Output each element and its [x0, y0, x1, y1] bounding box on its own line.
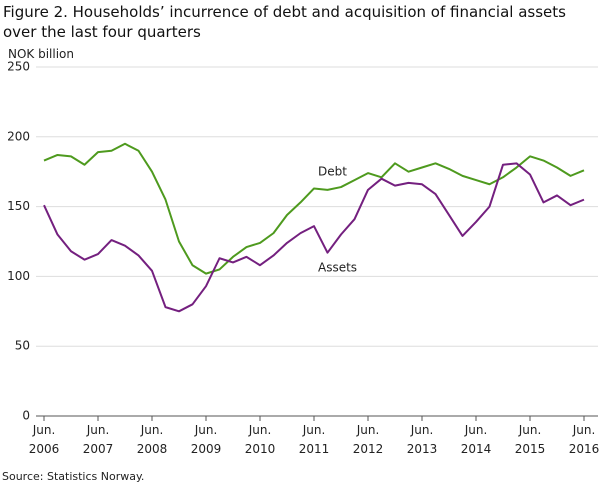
- x-tick-label: Jun. 2011: [298, 423, 330, 456]
- y-tick-label: 150: [7, 199, 30, 213]
- series-line: [43, 142, 585, 275]
- y-tick-label: 100: [7, 269, 30, 283]
- y-tick-label: 250: [7, 60, 30, 74]
- series-label: Debt: [318, 165, 347, 179]
- source: Source: Statistics Norway.: [2, 470, 145, 483]
- y-tick-label: 0: [22, 409, 30, 423]
- y-axis-label: NOK billion: [8, 47, 75, 61]
- x-tick-label: Jun. 2012: [352, 423, 384, 456]
- x-tick-label: Jun. 2010: [244, 423, 276, 456]
- y-tick-label: 50: [15, 339, 30, 353]
- x-tick-label: Jun. 2008: [136, 423, 168, 456]
- series-line: [43, 162, 585, 313]
- x-tick-label: Jun. 2014: [460, 423, 492, 456]
- series-label: Assets: [318, 261, 357, 275]
- y-tick-label: 200: [7, 129, 30, 143]
- chart-title: Figure 2. Households’ incurrence of debt…: [3, 3, 566, 41]
- x-tick-label: Jun. 2015: [514, 423, 546, 456]
- x-tick-label: Jun. 2006: [28, 423, 60, 456]
- x-tick-label: Jun. 2009: [190, 423, 222, 456]
- x-tick-label: Jun. 2013: [406, 423, 438, 456]
- x-tick-label: Jun. 2016: [568, 423, 600, 456]
- x-tick-label: Jun. 2007: [82, 423, 114, 456]
